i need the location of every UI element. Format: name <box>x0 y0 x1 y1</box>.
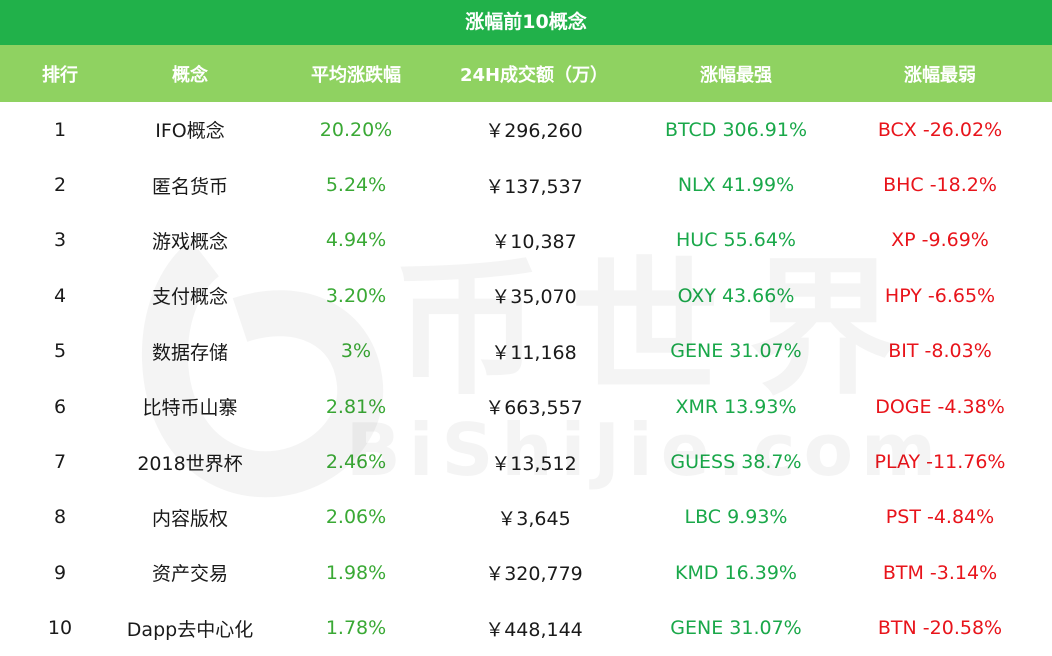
table-row: 7 2018世界杯 2.46% ￥13,512 GUESS 38.7% PLAY… <box>0 434 1052 489</box>
rank-cell: 2 <box>53 174 67 197</box>
concept-cell: 比特币山寨 <box>142 397 238 420</box>
weakest-cell: PLAY -11.76% <box>874 451 1006 474</box>
weakest-cell: BCX -26.02% <box>877 118 1003 141</box>
volume-cell: ￥3,645 <box>497 507 571 530</box>
concept-cell: 资产交易 <box>151 563 228 586</box>
table-row: 4 支付概念 3.20% ￥35,070 OXY 43.66% HPY -6.6… <box>0 268 1052 323</box>
weakest-cell: BHC -18.2% <box>883 174 997 197</box>
weakest-cell: BTM -3.14% <box>882 561 998 584</box>
weakest-cell: BTN -20.58% <box>877 617 1003 640</box>
weakest-cell: PST -4.84% <box>885 506 995 529</box>
concept-cell: 匿名货币 <box>151 175 228 198</box>
concept-cell: 数据存储 <box>151 341 228 364</box>
volume-cell: ￥11,168 <box>491 341 577 364</box>
table-row: 5 数据存储 3% ￥11,168 GENE 31.07% BIT -8.03% <box>0 324 1052 379</box>
avg-change-cell: 3% <box>340 340 372 363</box>
volume-cell: ￥296,260 <box>485 120 583 143</box>
strongest-cell: NLX 41.99% <box>677 174 795 197</box>
strongest-cell: BTCD 306.91% <box>665 118 807 141</box>
table-row: 9 资产交易 1.98% ￥320,779 KMD 16.39% BTM -3.… <box>0 545 1052 600</box>
volume-cell: ￥35,070 <box>491 286 577 309</box>
concept-cell: 支付概念 <box>151 286 228 309</box>
table-title: 涨幅前10概念 <box>0 0 1052 45</box>
concept-cell: IFO概念 <box>155 120 225 143</box>
table-row: 2 匿名货币 5.24% ￥137,537 NLX 41.99% BHC -18… <box>0 157 1052 212</box>
volume-cell: ￥13,512 <box>491 452 577 475</box>
header-avg-change: 平均涨跌幅 <box>311 64 401 86</box>
concept-cell: 2018世界杯 <box>137 452 243 475</box>
rank-cell: 4 <box>53 284 67 307</box>
rank-cell: 3 <box>53 229 67 252</box>
strongest-cell: GENE 31.07% <box>670 340 802 363</box>
table-header: 排行 概念 平均涨跌幅 24H成交额（万） 涨幅最强 涨幅最弱 <box>0 45 1052 102</box>
volume-cell: ￥663,557 <box>485 397 583 420</box>
avg-change-cell: 3.20% <box>325 284 387 307</box>
volume-cell: ￥320,779 <box>485 563 583 586</box>
header-concept: 概念 <box>172 64 208 86</box>
table-row: 10 Dapp去中心化 1.78% ￥448,144 GENE 31.07% B… <box>0 601 1052 656</box>
strongest-cell: LBC 9.93% <box>684 506 788 529</box>
strongest-cell: GENE 31.07% <box>670 617 802 640</box>
avg-change-cell: 5.24% <box>325 174 387 197</box>
avg-change-cell: 2.46% <box>325 451 387 474</box>
rank-cell: 6 <box>53 395 67 418</box>
strongest-cell: KMD 16.39% <box>675 561 797 584</box>
avg-change-cell: 2.06% <box>325 506 387 529</box>
table-body: 1 IFO概念 20.20% ￥296,260 BTCD 306.91% BCX… <box>0 102 1052 656</box>
table-row: 3 游戏概念 4.94% ￥10,387 HUC 55.64% XP -9.69… <box>0 213 1052 268</box>
avg-change-cell: 4.94% <box>325 229 387 252</box>
rank-cell: 7 <box>53 451 67 474</box>
header-rank: 排行 <box>42 64 78 86</box>
rank-cell: 8 <box>53 506 67 529</box>
table-row: 8 内容版权 2.06% ￥3,645 LBC 9.93% PST -4.84% <box>0 490 1052 545</box>
volume-cell: ￥10,387 <box>491 230 577 253</box>
volume-cell: ￥137,537 <box>485 175 583 198</box>
strongest-cell: HUC 55.64% <box>676 229 796 252</box>
rank-cell: 9 <box>53 561 67 584</box>
header-strongest: 涨幅最强 <box>700 64 772 86</box>
weakest-cell: HPY -6.65% <box>884 284 996 307</box>
strongest-cell: OXY 43.66% <box>677 284 795 307</box>
concept-cell: 内容版权 <box>151 507 228 530</box>
avg-change-cell: 20.20% <box>319 118 393 141</box>
header-volume: 24H成交额（万） <box>459 64 609 86</box>
avg-change-cell: 2.81% <box>325 395 387 418</box>
table-row: 1 IFO概念 20.20% ￥296,260 BTCD 306.91% BCX… <box>0 102 1052 157</box>
weakest-cell: BIT -8.03% <box>888 340 992 363</box>
weakest-cell: XP -9.69% <box>891 229 989 252</box>
concept-cell: Dapp去中心化 <box>126 618 254 641</box>
rank-cell: 1 <box>53 118 67 141</box>
rank-cell: 5 <box>53 340 67 363</box>
concept-cell: 游戏概念 <box>151 230 228 253</box>
avg-change-cell: 1.98% <box>325 561 387 584</box>
header-weakest: 涨幅最弱 <box>904 64 976 86</box>
strongest-cell: XMR 13.93% <box>675 395 797 418</box>
avg-change-cell: 1.78% <box>325 617 387 640</box>
table-row: 6 比特币山寨 2.81% ￥663,557 XMR 13.93% DOGE -… <box>0 379 1052 434</box>
rank-cell: 10 <box>47 617 73 640</box>
strongest-cell: GUESS 38.7% <box>670 451 802 474</box>
weakest-cell: DOGE -4.38% <box>875 395 1005 418</box>
volume-cell: ￥448,144 <box>485 618 583 641</box>
